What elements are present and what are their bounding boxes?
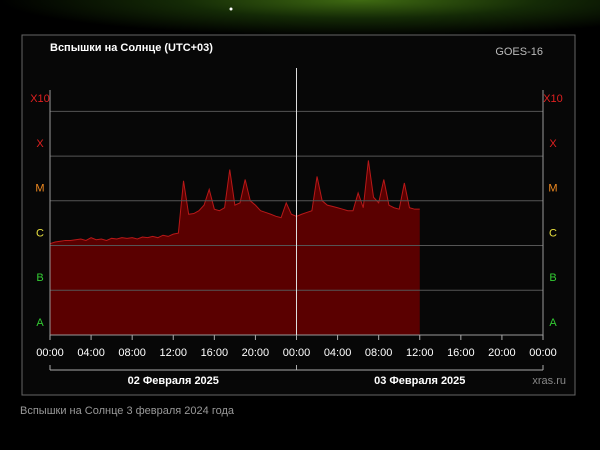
x-tick-label: 00:00: [36, 347, 64, 359]
area: [50, 160, 420, 335]
site-label: xras.ru: [532, 375, 566, 387]
y-tick-label: X10: [543, 93, 563, 105]
y-tick-label: C: [36, 227, 44, 239]
y-tick-label: A: [549, 317, 557, 329]
day-label: 03 Февраля 2025: [374, 375, 465, 387]
x-tick-label: 08:00: [118, 347, 146, 359]
y-tick-label: B: [36, 272, 43, 284]
y-tick-label: M: [548, 183, 557, 195]
y-tick-label: X10: [30, 93, 50, 105]
y-tick-label: M: [35, 183, 44, 195]
plot: A A B B C C M M X X X10 X10 00:00 04:00 08:00 12:00 16:0…: [30, 68, 563, 387]
y-tick-label: X: [36, 138, 44, 150]
x-tick-label: 20:00: [242, 347, 270, 359]
chart-title: Вспышки на Солнце (UTC+03): [50, 42, 213, 54]
day-label: 02 Февраля 2025: [128, 375, 219, 387]
y-tick-label: C: [549, 227, 557, 239]
star: [229, 7, 233, 11]
x-tick-label: 12:00: [159, 347, 187, 359]
source-label: GOES-16: [495, 46, 543, 58]
y-tick-label: A: [36, 317, 44, 329]
x-tick-label: 12:00: [406, 347, 434, 359]
caption: Вспышки на Солнце 3 февраля 2024 года: [20, 405, 235, 417]
x-tick-label: 20:00: [488, 347, 516, 359]
x-tick-label: 00:00: [283, 347, 311, 359]
x-tick-label: 04:00: [324, 347, 352, 359]
x-tick-label: 00:00: [529, 347, 557, 359]
x-tick-label: 16:00: [447, 347, 475, 359]
y-tick-label: X: [549, 138, 557, 150]
y-tick-label: B: [549, 272, 556, 284]
x-tick-label: 04:00: [77, 347, 105, 359]
x-tick-label: 08:00: [365, 347, 393, 359]
line: [49, 160, 420, 245]
x-tick-label: 16:00: [201, 347, 229, 359]
